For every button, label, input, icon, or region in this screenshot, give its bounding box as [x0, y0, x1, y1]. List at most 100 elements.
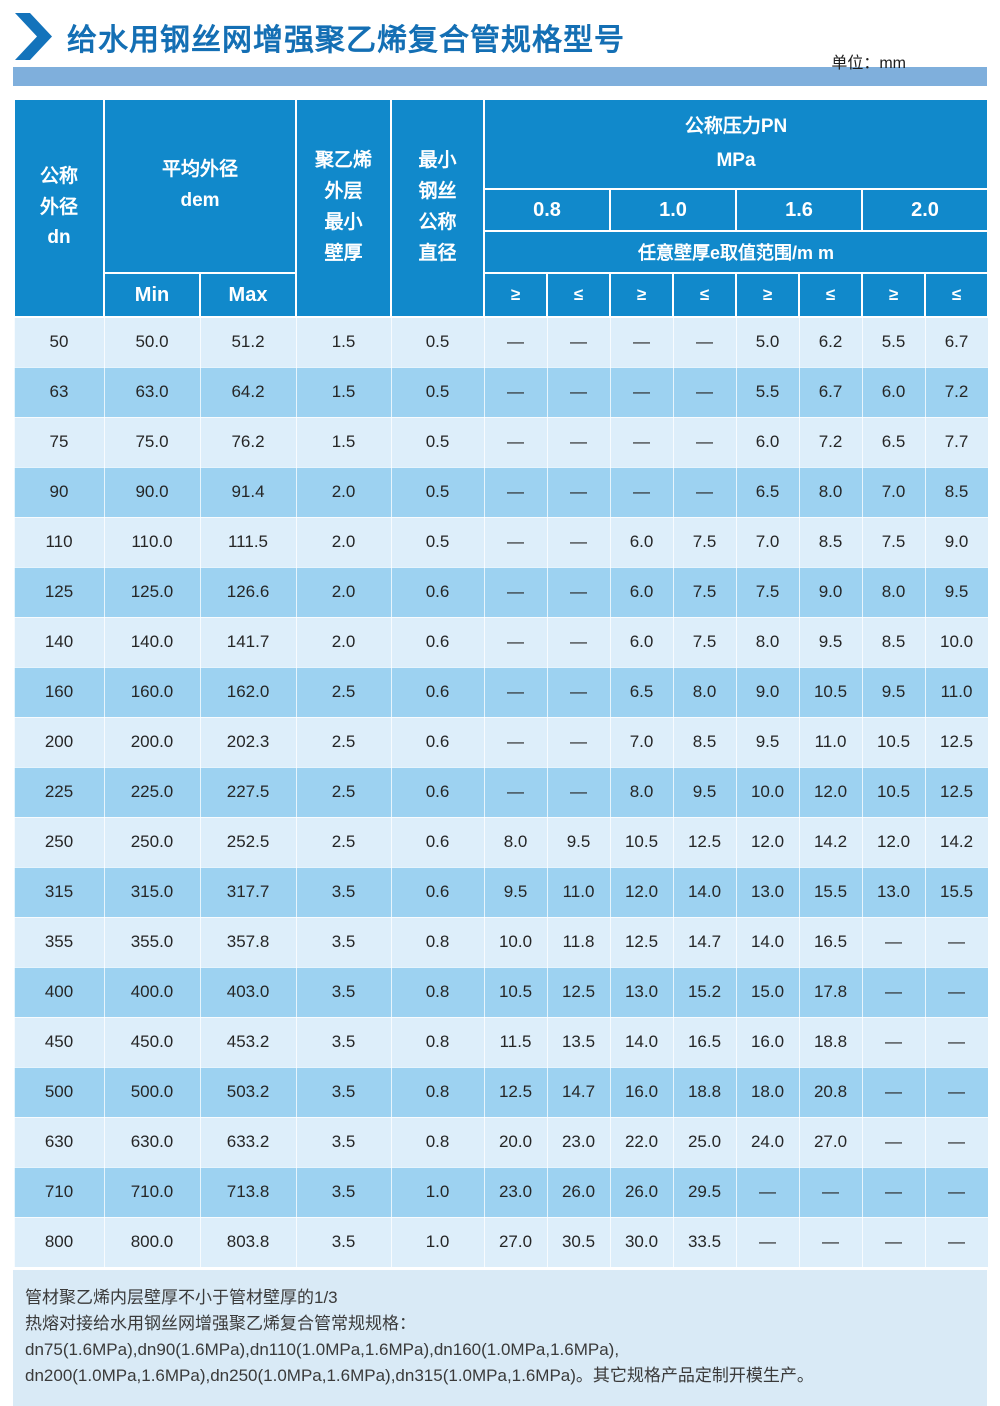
wire-cell: 0.6	[390, 666, 485, 718]
dn-cell: 75	[13, 416, 105, 468]
e-value-cell: 6.2	[798, 316, 863, 368]
e-value-cell: —	[546, 766, 611, 818]
e-value-cell: 16.0	[609, 1066, 674, 1118]
table-row: 355 355.0 357.8 3.5 0.8 10.0 11.8 12.5 14.7 14.0 1…	[13, 916, 989, 968]
e-value-cell: —	[861, 1166, 926, 1218]
ge-symbol-header: ≥	[861, 272, 927, 318]
e-value-cell: 9.5	[861, 666, 926, 718]
chevron-icon	[15, 13, 52, 60]
e-value-cell: —	[546, 566, 611, 618]
e-value-cell: —	[672, 416, 737, 468]
e-value-cell: 26.0	[546, 1166, 611, 1218]
page-title: 给水用钢丝网增强聚乙烯复合管规格型号	[67, 23, 625, 57]
pe-wall-cell: 2.0	[295, 616, 392, 668]
min-cell: 500.0	[103, 1066, 201, 1118]
e-value-cell: 7.5	[672, 566, 737, 618]
e-value-cell: 8.0	[798, 466, 863, 518]
e-value-cell: 8.5	[924, 466, 989, 518]
e-value-cell: 6.0	[861, 366, 926, 418]
e-value-cell: 6.7	[924, 316, 989, 368]
e-value-cell: 6.7	[798, 366, 863, 418]
e-value-cell: 8.0	[861, 566, 926, 618]
wire-cell: 0.8	[390, 916, 485, 968]
min-cell: 75.0	[103, 416, 201, 468]
e-value-cell: 20.8	[798, 1066, 863, 1118]
min-cell: 630.0	[103, 1116, 201, 1168]
header-wire: 最小 钢丝 公称 直径	[390, 98, 486, 318]
min-cell: 200.0	[103, 716, 201, 768]
e-value-cell: —	[483, 616, 548, 668]
wire-cell: 0.8	[390, 1066, 485, 1118]
header-e-range: 任意壁厚e取值范围/m m	[483, 230, 990, 274]
e-value-cell: 5.5	[735, 366, 800, 418]
e-value-cell: 22.0	[609, 1116, 674, 1168]
e-value-cell: 10.5	[798, 666, 863, 718]
e-value-cell: 15.2	[672, 966, 737, 1018]
e-value-cell: 14.7	[672, 916, 737, 968]
e-value-cell: —	[483, 566, 548, 618]
e-value-cell: —	[861, 1016, 926, 1068]
e-value-cell: —	[861, 966, 926, 1018]
pe-wall-cell: 2.0	[295, 566, 392, 618]
e-value-cell: 7.5	[861, 516, 926, 568]
pe-wall-cell: 3.5	[295, 1166, 392, 1218]
wire-cell: 0.8	[390, 1116, 485, 1168]
dn-cell: 500	[13, 1066, 105, 1118]
min-cell: 710.0	[103, 1166, 201, 1218]
table-row: 110 110.0 111.5 2.0 0.5— —6.0 7.5 7.0 8.5 7.5 9.0	[13, 516, 989, 568]
e-value-cell: —	[924, 1116, 989, 1168]
pe-wall-cell: 1.5	[295, 316, 392, 368]
pe-wall-cell: 2.5	[295, 716, 392, 768]
wire-cell: 0.6	[390, 816, 485, 868]
e-value-cell: —	[546, 666, 611, 718]
e-value-cell: 17.8	[798, 966, 863, 1018]
pe-wall-cell: 2.0	[295, 466, 392, 518]
e-value-cell: 10.0	[483, 916, 548, 968]
e-value-cell: 9.5	[798, 616, 863, 668]
e-value-cell: —	[546, 316, 611, 368]
pe-wall-cell: 3.5	[295, 1216, 392, 1268]
e-value-cell: 9.0	[798, 566, 863, 618]
e-value-cell: 8.5	[861, 616, 926, 668]
min-cell: 225.0	[103, 766, 201, 818]
e-value-cell: —	[483, 766, 548, 818]
max-cell: 91.4	[199, 466, 297, 518]
e-value-cell: 11.0	[924, 666, 989, 718]
e-value-cell: 8.5	[672, 716, 737, 768]
wire-cell: 0.6	[390, 766, 485, 818]
pe-wall-cell: 2.0	[295, 516, 392, 568]
max-cell: 453.2	[199, 1016, 297, 1068]
e-value-cell: 9.5	[924, 566, 989, 618]
max-cell: 141.7	[199, 616, 297, 668]
e-value-cell: —	[672, 316, 737, 368]
e-value-cell: 16.5	[672, 1016, 737, 1068]
note-line: dn200(1.0MPa,1.6MPa),dn250(1.0MPa,1.6MPa…	[25, 1365, 814, 1385]
e-value-cell: 12.0	[861, 816, 926, 868]
e-value-cell: —	[861, 1116, 926, 1168]
e-value-cell: —	[924, 1216, 989, 1268]
e-value-cell: 23.0	[546, 1116, 611, 1168]
table-row: 800 800.0 803.8 3.5 1.0 27.0 30.5 30.0 33.5— — — —	[13, 1216, 989, 1268]
max-cell: 633.2	[199, 1116, 297, 1168]
dn-cell: 225	[13, 766, 105, 818]
e-value-cell: 13.0	[861, 866, 926, 918]
e-value-cell: 26.0	[609, 1166, 674, 1218]
e-value-cell: 5.0	[735, 316, 800, 368]
max-cell: 357.8	[199, 916, 297, 968]
header-dn: 公称 外径 dn	[13, 98, 105, 318]
e-value-cell: 15.0	[735, 966, 800, 1018]
table-row: 50 50.0 51.2 1.5 0.5— — — —5.0 6.2 5.5 6.7	[13, 316, 989, 368]
e-value-cell: —	[609, 466, 674, 518]
pe-wall-cell: 3.5	[295, 1066, 392, 1118]
table-row: 630 630.0 633.2 3.5 0.8 20.0 23.0 22.0 25.0 24.0 2…	[13, 1116, 989, 1168]
header-dem: 平均外径 dem	[102, 98, 298, 274]
e-value-cell: 18.8	[672, 1066, 737, 1118]
dn-cell: 800	[13, 1216, 105, 1268]
dn-cell: 110	[13, 516, 105, 568]
pe-wall-cell: 3.5	[295, 916, 392, 968]
e-value-cell: 27.0	[798, 1116, 863, 1168]
e-value-cell: 6.0	[735, 416, 800, 468]
e-value-cell: 11.0	[546, 866, 611, 918]
min-cell: 400.0	[103, 966, 201, 1018]
e-value-cell: 9.5	[483, 866, 548, 918]
